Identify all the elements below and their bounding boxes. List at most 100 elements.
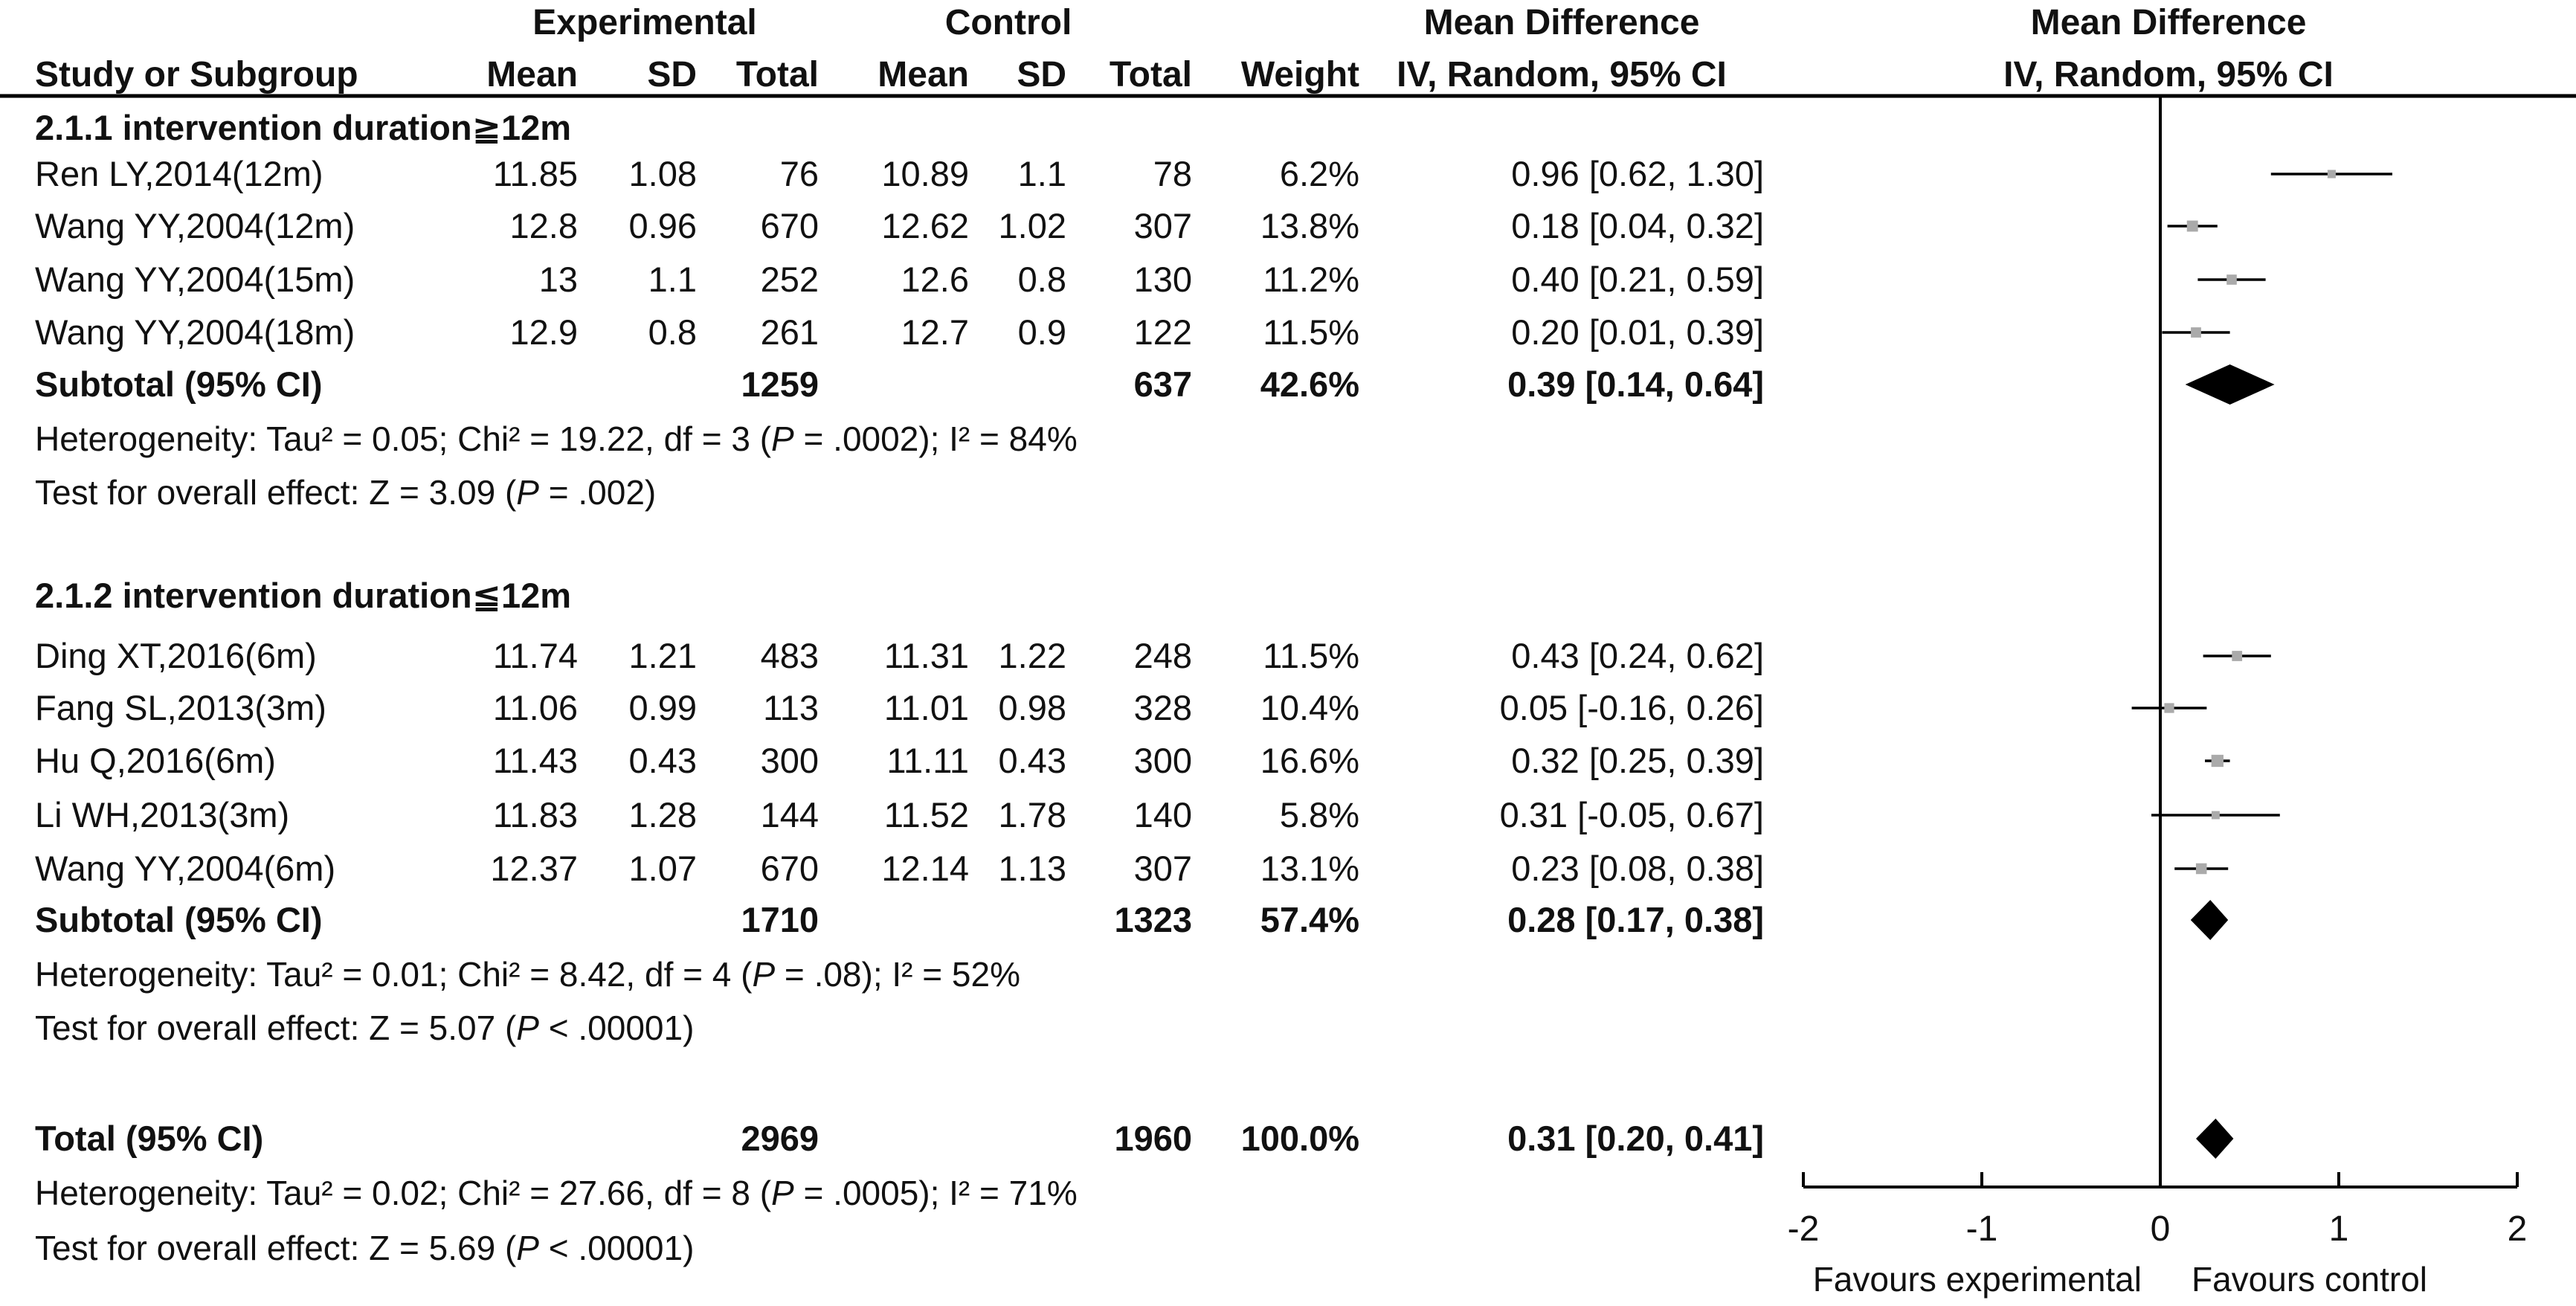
subgroup-1-overall-effect: Test for overall effect: Z = 3.09 (P = .… [35,473,656,512]
sg1-study-4-point [2191,327,2201,338]
sg1-study-1-exp-total: 76 [780,154,819,193]
subgroup-2-subtotal-ctl-total: 1323 [1114,900,1192,939]
sg1-study-4-weight: 11.5% [1263,312,1359,352]
sg1-study-2-weight: 13.8% [1260,206,1359,245]
favours-experimental-label: Favours experimental [1813,1260,2142,1299]
sg2-study-1-name: Ding XT,2016(6m) [35,636,317,675]
sg1-study-2-exp-sd: 0.96 [629,206,697,245]
sg2-study-2-point [2164,703,2174,713]
subgroup-1-overall-effect-text: Test for overall effect: Z = 3.09 ( [35,473,517,512]
favours-control-label: Favours control [2192,1260,2427,1299]
sg2-study-2-name: Fang SL,2013(3m) [35,688,326,727]
sg2-study-1-ctl-mean: 11.31 [884,636,969,675]
sg1-study-1-ctl-total: 78 [1153,154,1192,193]
total-heterogeneity-p-symbol: P [771,1174,794,1212]
total-overall-effect-value: < .00001) [539,1229,694,1267]
subgroup-2-overall-effect-text: Test for overall effect: Z = 5.07 ( [35,1009,517,1047]
sg2-study-5-exp-sd: 1.07 [629,849,697,888]
sg2-study-2-ci-text: 0.05 [-0.16, 0.26] [1500,688,1764,727]
sg1-study-4-ci-text: 0.20 [0.01, 0.39] [1511,312,1764,352]
plot-mean-difference-header: Mean Difference [2031,3,2307,42]
sg1-study-3-ctl-total: 130 [1134,260,1192,299]
subgroup-1-overall-effect-p-symbol: P [516,473,539,512]
subgroup-2-overall-effect: Test for overall effect: Z = 5.07 (P < .… [35,1009,694,1047]
sg1-study-3-ctl-mean: 12.6 [901,260,969,299]
sg2-study-4-ctl-total: 140 [1134,795,1192,834]
subgroup-2-heterogeneity: Heterogeneity: Tau² = 0.01; Chi² = 8.42,… [35,955,1020,994]
x-tick-label-4: 2 [2508,1209,2528,1249]
total-overall-effect-p-symbol: P [516,1229,539,1267]
sg2-study-3-exp-sd: 0.43 [629,741,697,780]
sg2-study-3-weight: 16.6% [1260,741,1359,780]
sg2-study-1-ctl-sd: 1.22 [999,636,1066,675]
sg1-study-3-exp-mean: 13 [539,260,578,299]
sg2-study-2-ctl-sd: 0.98 [999,688,1066,727]
subgroup-1-subtotal-exp-total: 1259 [741,364,819,404]
ctl-total-header: Total [1110,55,1192,94]
sg1-study-2-ctl-mean: 12.62 [881,206,969,245]
subgroup-2-diamond [2190,900,2229,940]
total-exp-total: 2969 [741,1119,819,1158]
sg2-study-5-name: Wang YY,2004(6m) [35,849,335,888]
sg2-study-4-ctl-sd: 1.78 [999,795,1066,834]
experimental-header: Experimental [532,3,756,42]
plot-ci-column-header: IV, Random, 95% CI [2003,55,2334,94]
exp-sd-header: SD [647,55,697,94]
mean-difference-header: Mean Difference [1424,3,1700,42]
subgroup-1-heterogeneity-text: Heterogeneity: Tau² = 0.05; Chi² = 19.22… [35,419,772,458]
sg2-study-3-exp-total: 300 [761,741,819,780]
sg1-study-1-name: Ren LY,2014(12m) [35,154,323,193]
sg2-study-4-name: Li WH,2013(3m) [35,795,289,834]
sg1-study-1-weight: 6.2% [1280,154,1359,193]
sg2-study-2-exp-total: 113 [763,688,819,727]
sg1-study-2-exp-mean: 12.8 [510,206,578,245]
x-tick-label-0: -2 [1788,1209,1820,1249]
sg1-study-4-name: Wang YY,2004(18m) [35,312,355,352]
sg1-study-2-ctl-sd: 1.02 [999,206,1066,245]
subgroup-1-heterogeneity: Heterogeneity: Tau² = 0.05; Chi² = 19.22… [35,419,1078,458]
sg1-study-2-ci-text: 0.18 [0.04, 0.32] [1511,206,1764,245]
sg2-study-4-ci-text: 0.31 [-0.05, 0.67] [1500,795,1764,834]
sg2-study-5-point [2195,863,2207,875]
sg1-study-4-exp-sd: 0.8 [648,312,697,352]
sg2-study-5-ctl-total: 307 [1134,849,1192,888]
sg1-study-1-ctl-sd: 1.1 [1018,154,1066,193]
subgroup-1-heterogeneity-p-symbol: P [771,419,794,458]
sg2-study-2-ctl-total: 328 [1134,688,1192,727]
exp-total-header: Total [736,55,819,94]
exp-mean-header: Mean [486,55,578,94]
subgroup-1-diamond [2185,364,2275,405]
study-column-header: Study or Subgroup [35,55,358,94]
sg2-study-3-point [2211,754,2224,768]
sg2-study-4-exp-total: 144 [761,795,819,834]
sg1-study-3-exp-sd: 1.1 [648,260,697,299]
sg2-study-4-exp-sd: 1.28 [629,795,697,834]
sg1-study-2-exp-total: 670 [761,206,819,245]
ctl-mean-header: Mean [878,55,969,94]
sg1-study-3-point [2226,274,2237,285]
sg2-study-3-exp-mean: 11.43 [493,741,578,780]
sg2-study-1-exp-mean: 11.74 [493,636,578,675]
sg1-study-1-ctl-mean: 10.89 [881,154,969,193]
subgroup-1-subtotal-label: Subtotal (95% CI) [35,364,322,404]
ci-column-header: IV, Random, 95% CI [1397,55,1727,94]
total-ctl-total: 1960 [1114,1119,1192,1158]
sg2-study-5-exp-total: 670 [761,849,819,888]
subgroup-1-subtotal-ctl-total: 637 [1134,364,1192,404]
sg1-study-3-exp-total: 252 [761,260,819,299]
subgroup-2-heterogeneity-p-symbol: P [752,955,775,994]
sg2-study-3-ctl-sd: 0.43 [999,741,1066,780]
sg2-study-1-ctl-total: 248 [1134,636,1192,675]
sg1-study-1-point [2327,170,2336,178]
sg2-study-5-ctl-sd: 1.13 [999,849,1066,888]
x-tick-label-1: -1 [1966,1209,1998,1249]
control-header: Control [945,3,1072,42]
sg2-study-1-ci-text: 0.43 [0.24, 0.62] [1511,636,1764,675]
sg1-study-3-ctl-sd: 0.8 [1018,260,1066,299]
subgroup-2-overall-effect-value: < .00001) [539,1009,694,1047]
sg1-study-3-ci-text: 0.40 [0.21, 0.59] [1511,260,1764,299]
sg1-study-4-ctl-sd: 0.9 [1018,312,1066,352]
sg1-study-2-name: Wang YY,2004(12m) [35,206,355,245]
sg1-study-4-exp-mean: 12.9 [510,312,578,352]
